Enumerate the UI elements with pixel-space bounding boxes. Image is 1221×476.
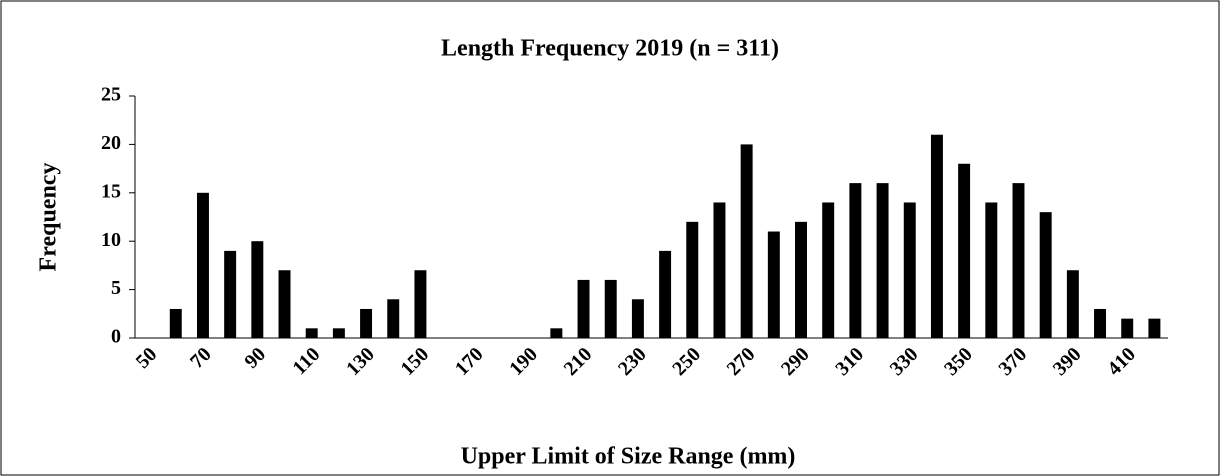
bar [577,279,590,338]
bar [1012,183,1025,338]
bar [550,328,563,338]
bar [224,250,237,338]
bar [1121,318,1134,338]
bar [903,202,916,338]
bar [686,221,699,338]
bar [631,299,644,338]
bar [360,308,373,338]
bar [876,183,889,338]
bar [1094,308,1107,338]
bar [414,270,427,338]
bar [1066,270,1079,338]
bar [958,163,971,338]
x-axis-label: Upper Limit of Size Range (mm) [461,444,796,470]
bar [332,328,345,338]
bar [767,231,780,338]
bar [196,192,209,338]
y-tick-label: 10 [101,229,121,251]
y-tick-label: 15 [101,180,121,202]
bar [278,270,291,338]
bar [930,134,943,338]
bar [305,328,318,338]
bar [251,241,264,338]
chart-title: Length Frequency 2019 (n = 311) [441,36,779,62]
bar [604,279,617,338]
y-tick-label: 0 [111,326,121,348]
bar [659,250,672,338]
y-tick-label: 25 [101,84,121,106]
bar [1039,212,1052,338]
y-axis-label: Frequency [36,163,62,272]
bar [740,144,753,338]
bar [822,202,835,338]
y-tick-label: 20 [101,132,121,154]
bar [795,221,807,338]
bar [1148,318,1161,338]
bar [169,308,182,338]
y-tick-label: 5 [111,277,121,299]
bar [387,299,400,338]
bar [713,202,726,338]
bar [849,183,862,338]
bar [985,202,998,338]
